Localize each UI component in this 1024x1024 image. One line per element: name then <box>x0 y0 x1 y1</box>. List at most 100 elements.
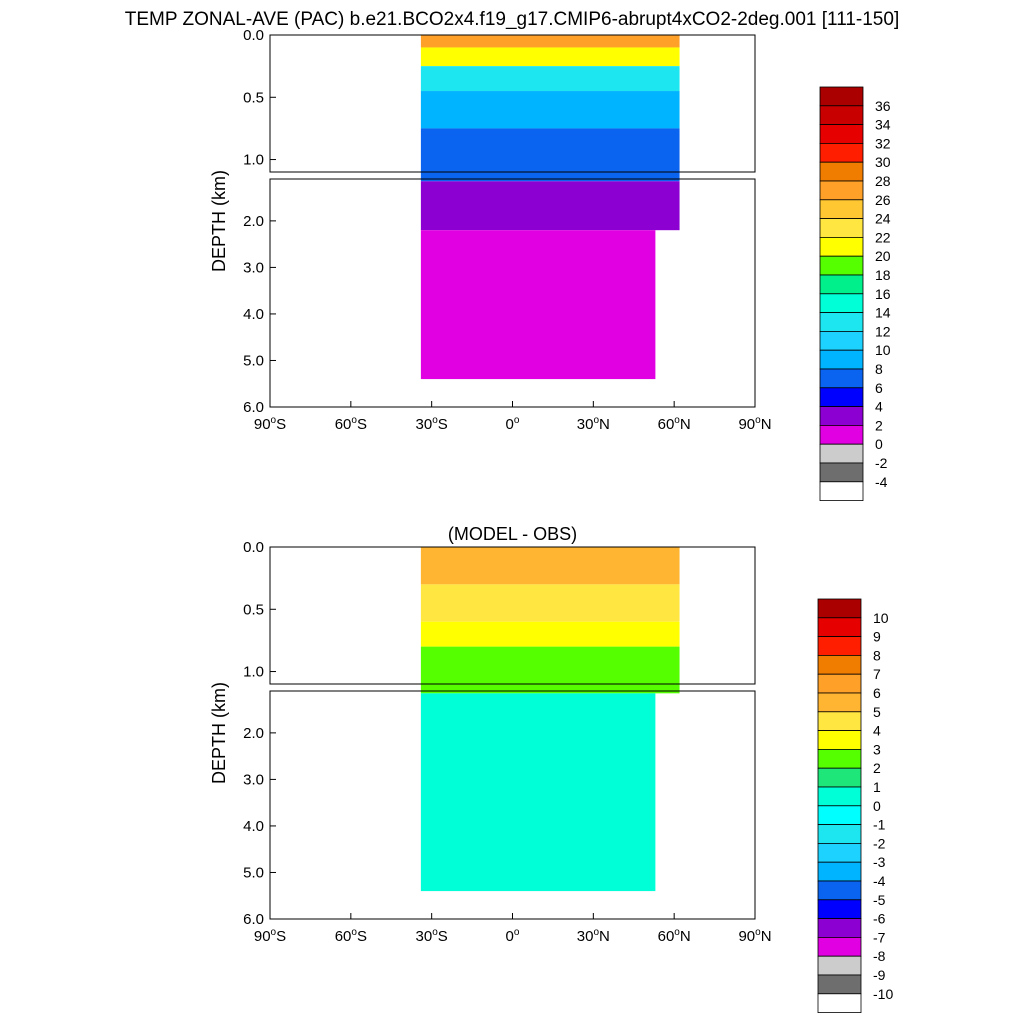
colorbar-label: -7 <box>873 929 886 945</box>
depth-layer-5 <box>420 181 680 231</box>
colorbar-box <box>817 786 862 807</box>
y-tick-label: 3.0 <box>243 259 264 276</box>
colorbar-label: 5 <box>873 704 881 720</box>
colorbar-label: -4 <box>873 873 886 889</box>
x-tick-label: 60oN <box>658 415 691 433</box>
x-tick-label: 30oS <box>416 927 448 945</box>
upper-frame <box>269 546 756 685</box>
x-tick-label: 30oS <box>416 415 448 433</box>
colorbar-box <box>817 767 862 788</box>
colorbar-box <box>819 387 864 407</box>
y-tick-label: 5.0 <box>243 352 264 369</box>
colorbar-box <box>819 161 864 182</box>
colorbar-box <box>817 730 862 750</box>
x-tick-label: 30oN <box>577 927 610 945</box>
colorbar-label: 24 <box>875 211 891 227</box>
colorbar-box <box>819 293 864 313</box>
colorbar-box <box>817 805 862 825</box>
colorbar-box <box>819 236 864 257</box>
colorbar-box <box>819 481 864 501</box>
colorbar-box <box>819 124 864 144</box>
y-tick-label: 1.0 <box>243 152 264 169</box>
colorbar-box <box>817 824 862 844</box>
colorbar-label: 6 <box>875 380 883 396</box>
y-tick-label: 5.0 <box>243 864 264 881</box>
y-tick-label: 6.0 <box>243 911 264 928</box>
colorbar-box <box>817 899 862 919</box>
colorbar-box <box>819 218 864 238</box>
y-tick-label: 1.0 <box>243 664 264 681</box>
y-axis-label: DEPTH (km) <box>209 682 229 784</box>
upper-frame <box>269 34 756 173</box>
depth-layer-3 <box>420 684 680 694</box>
depth-layer-2 <box>420 66 680 92</box>
depth-layer-4 <box>420 693 656 892</box>
colorbar-label: 36 <box>875 98 891 114</box>
colorbar-label: 16 <box>875 286 891 302</box>
x-tick-label: 90oS <box>254 927 286 945</box>
colorbar-label: 4 <box>875 399 883 415</box>
colorbar-label: 28 <box>875 173 891 189</box>
colorbar-box <box>819 312 864 332</box>
y-tick-label: 4.0 <box>243 306 264 323</box>
colorbar-box <box>817 636 862 656</box>
colorbar-label: 4 <box>873 723 881 739</box>
y-tick-label: 0.5 <box>243 601 264 618</box>
figure-title: TEMP ZONAL-AVE (PAC) b.e21.BCO2x4.f19_g1… <box>125 9 899 30</box>
colorbar-label: 6 <box>873 685 881 701</box>
y-axis-label: DEPTH (km) <box>209 170 229 272</box>
colorbar-box <box>819 424 864 445</box>
colorbar-label: 20 <box>875 248 891 264</box>
colorbar-label: 10 <box>875 342 891 358</box>
colorbar-box <box>819 462 864 483</box>
depth-layer-1 <box>420 47 680 67</box>
x-tick-label: 90oN <box>738 927 771 945</box>
colorbar-label: 18 <box>875 267 891 283</box>
colorbar-label: 34 <box>875 117 891 133</box>
colorbar-box <box>819 349 864 370</box>
colorbar-box <box>819 199 864 220</box>
colorbar-label: 7 <box>873 666 881 682</box>
colorbar-label: -3 <box>873 854 886 870</box>
colorbar-label: -1 <box>873 817 886 833</box>
colorbar-label: -8 <box>873 948 886 964</box>
colorbar-box <box>819 142 864 163</box>
x-tick-label: 60oS <box>335 415 367 433</box>
x-tick-label: 0o <box>506 927 520 945</box>
colorbar-label: 12 <box>875 323 891 339</box>
y-tick-label: 6.0 <box>243 399 264 416</box>
depth-layer-0 <box>420 547 680 585</box>
colorbar-box <box>819 330 864 351</box>
colorbar-label: -10 <box>873 986 893 1002</box>
colorbar-box <box>817 937 862 957</box>
x-tick-label: 0o <box>506 415 520 433</box>
y-tick-label: 4.0 <box>243 818 264 835</box>
depth-layer-3 <box>420 646 680 684</box>
depth-layer-3 <box>420 91 680 129</box>
y-tick-label: 0.0 <box>243 27 264 44</box>
colorbar-label: 2 <box>873 760 881 776</box>
x-tick-label: 30oN <box>577 415 610 433</box>
depth-layer-4 <box>420 172 680 182</box>
colorbar-label: -4 <box>875 474 888 490</box>
colorbar-box <box>817 955 862 976</box>
colorbar-box <box>817 655 862 675</box>
colorbar-box <box>817 993 862 1013</box>
colorbar-label: 0 <box>875 436 883 452</box>
colorbar-label: 10 <box>873 610 889 626</box>
colorbar-box <box>819 368 864 389</box>
colorbar-box <box>819 255 864 276</box>
y-tick-label: 2.0 <box>243 725 264 742</box>
colorbar-label: 9 <box>873 629 881 645</box>
x-tick-label: 60oS <box>335 927 367 945</box>
colorbar-label: 30 <box>875 154 891 170</box>
colorbar-box <box>819 86 864 107</box>
colorbar-label: -5 <box>873 892 886 908</box>
colorbar-box <box>817 974 862 995</box>
colorbar-label: -9 <box>873 967 886 983</box>
x-tick-label: 60oN <box>658 927 691 945</box>
panel-title: (MODEL - OBS) <box>448 524 577 544</box>
depth-layer-0 <box>420 35 680 48</box>
